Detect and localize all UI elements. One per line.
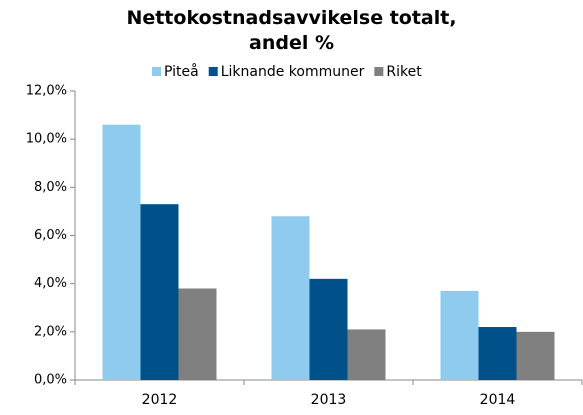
bar	[309, 278, 348, 380]
y-tick-label: 0,0%	[34, 373, 67, 388]
legend-swatch	[208, 67, 218, 76]
title-box: Nettokostnadsavvikelse totalt, andel %	[0, 6, 583, 56]
legend-label: Riket	[386, 64, 422, 80]
y-tick-label: 12,0%	[26, 84, 67, 99]
bar	[271, 216, 310, 380]
bar	[140, 204, 179, 380]
legend-label: Liknande kommuner	[221, 64, 365, 80]
bar	[347, 329, 386, 380]
chart-title: Nettokostnadsavvikelse totalt, andel %	[126, 7, 457, 54]
bar	[178, 288, 217, 380]
y-tick-label: 4,0%	[34, 276, 67, 291]
bar	[440, 290, 479, 380]
y-tick-label: 2,0%	[34, 324, 67, 339]
x-tick-label: 2013	[311, 392, 347, 408]
x-tick-label: 2012	[142, 392, 178, 408]
y-tick-label: 8,0%	[34, 180, 67, 195]
x-tick-label: 2014	[480, 392, 516, 408]
y-tick-label: 6,0%	[34, 228, 67, 243]
legend-swatch	[374, 67, 384, 76]
bar	[478, 327, 517, 380]
y-tick-label: 10,0%	[26, 132, 67, 147]
legend-swatch	[152, 67, 161, 76]
legend-label: Piteå	[164, 63, 199, 80]
bar	[102, 124, 141, 380]
bar	[516, 331, 555, 380]
